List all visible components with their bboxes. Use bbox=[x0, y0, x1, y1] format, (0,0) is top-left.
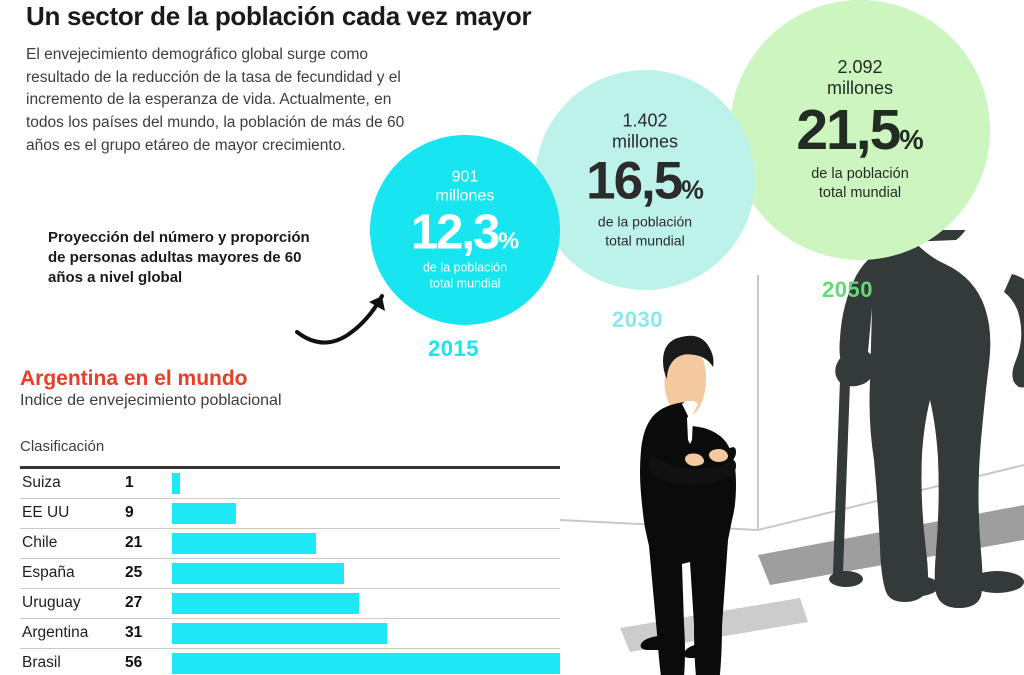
bubble-2015-percent: 12,3% bbox=[410, 205, 520, 260]
bubble-2030-millions: 1.402 millones bbox=[611, 110, 679, 152]
bubble-2050-millions: 2.092 millones bbox=[826, 56, 894, 99]
country-rank: 31 bbox=[125, 624, 143, 641]
country-rank: 25 bbox=[125, 564, 143, 581]
rank-bar bbox=[172, 653, 560, 674]
country-rank: 9 bbox=[125, 504, 134, 521]
lead-paragraph: El envejecimiento demográfico global sur… bbox=[26, 46, 405, 154]
bubble-2030: 1.402 millones 16,5% de la población tot… bbox=[535, 70, 755, 290]
percent-sign: % bbox=[899, 124, 924, 156]
illustration-scene bbox=[559, 135, 1024, 675]
rank-bar bbox=[172, 503, 236, 524]
elderly-man-silhouette bbox=[829, 135, 1024, 608]
country-rank: 1 bbox=[125, 474, 134, 491]
scene-svg bbox=[559, 135, 1024, 675]
curved-arrow-icon bbox=[295, 294, 385, 345]
country-name: Argentina bbox=[22, 624, 89, 641]
bubble-2030-percent: 16,5% bbox=[586, 152, 704, 212]
country-name: España bbox=[22, 564, 75, 581]
country-name: Chile bbox=[22, 534, 58, 551]
bubble-2030-caption: de la población total mundial bbox=[597, 214, 693, 249]
table-row: Chile 21 bbox=[20, 529, 560, 559]
country-rank: 27 bbox=[125, 594, 143, 611]
bubble-2015-millions: 901 millones bbox=[435, 168, 495, 205]
bubble-2050-percent: 21,5% bbox=[796, 98, 924, 163]
table-top-rule bbox=[20, 466, 560, 469]
bubble-2050-content: 2.092 millones 21,5% de la población tot… bbox=[730, 57, 990, 203]
bubble-2015-caption: de la población total mundial bbox=[422, 260, 508, 291]
bubble-2050-caption: de la población total mundial bbox=[811, 166, 909, 202]
country-name: Suiza bbox=[22, 474, 61, 491]
country-name: Uruguay bbox=[22, 594, 81, 611]
country-rank: 56 bbox=[125, 654, 143, 671]
rank-bar bbox=[172, 593, 359, 614]
table-row: Brasil 56 bbox=[20, 649, 560, 675]
rank-bar bbox=[172, 533, 316, 554]
year-label-2050: 2050 bbox=[822, 277, 873, 302]
bubble-2015: 901 millones 12,3% de la población total… bbox=[370, 135, 560, 325]
projection-callout: Proyección del número y proporción de pe… bbox=[48, 229, 310, 286]
table-row: EE UU 9 bbox=[20, 499, 560, 529]
classification-header: Clasificación bbox=[20, 438, 105, 455]
table-row: Uruguay 27 bbox=[20, 589, 560, 619]
bubble-2030-content: 1.402 millones 16,5% de la población tot… bbox=[535, 111, 755, 250]
table-row: Argentina 31 bbox=[20, 619, 560, 649]
country-rank: 21 bbox=[125, 534, 143, 551]
businessman-figure bbox=[640, 335, 736, 675]
bubble-2050: 2.092 millones 21,5% de la población tot… bbox=[730, 0, 990, 260]
country-name: EE UU bbox=[22, 504, 70, 521]
rank-bar bbox=[172, 563, 344, 584]
year-label-2015: 2015 bbox=[428, 336, 479, 361]
year-label-2030: 2030 bbox=[612, 307, 663, 332]
rank-bar bbox=[172, 623, 387, 644]
bubble-2015-content: 901 millones 12,3% de la población total… bbox=[370, 168, 560, 291]
argentina-section-subtitle: Indice de envejecimiento poblacional bbox=[20, 392, 282, 409]
table-body: Suiza 1 EE UU 9 Chile 21 España 25 Uruguay 27 Arge… bbox=[20, 469, 560, 675]
table-row: España 25 bbox=[20, 559, 560, 589]
ranking-table: Suiza 1 EE UU 9 Chile 21 España 25 Uruguay 27 Arge… bbox=[20, 466, 560, 675]
percent-sign: % bbox=[681, 177, 704, 206]
country-name: Brasil bbox=[22, 654, 61, 671]
percent-sign: % bbox=[498, 227, 520, 254]
argentina-section-title: Argentina en el mundo bbox=[20, 367, 248, 390]
page-title: Un sector de la población cada vez mayor bbox=[26, 1, 532, 31]
rank-bar bbox=[172, 473, 180, 494]
table-row: Suiza 1 bbox=[20, 469, 560, 499]
